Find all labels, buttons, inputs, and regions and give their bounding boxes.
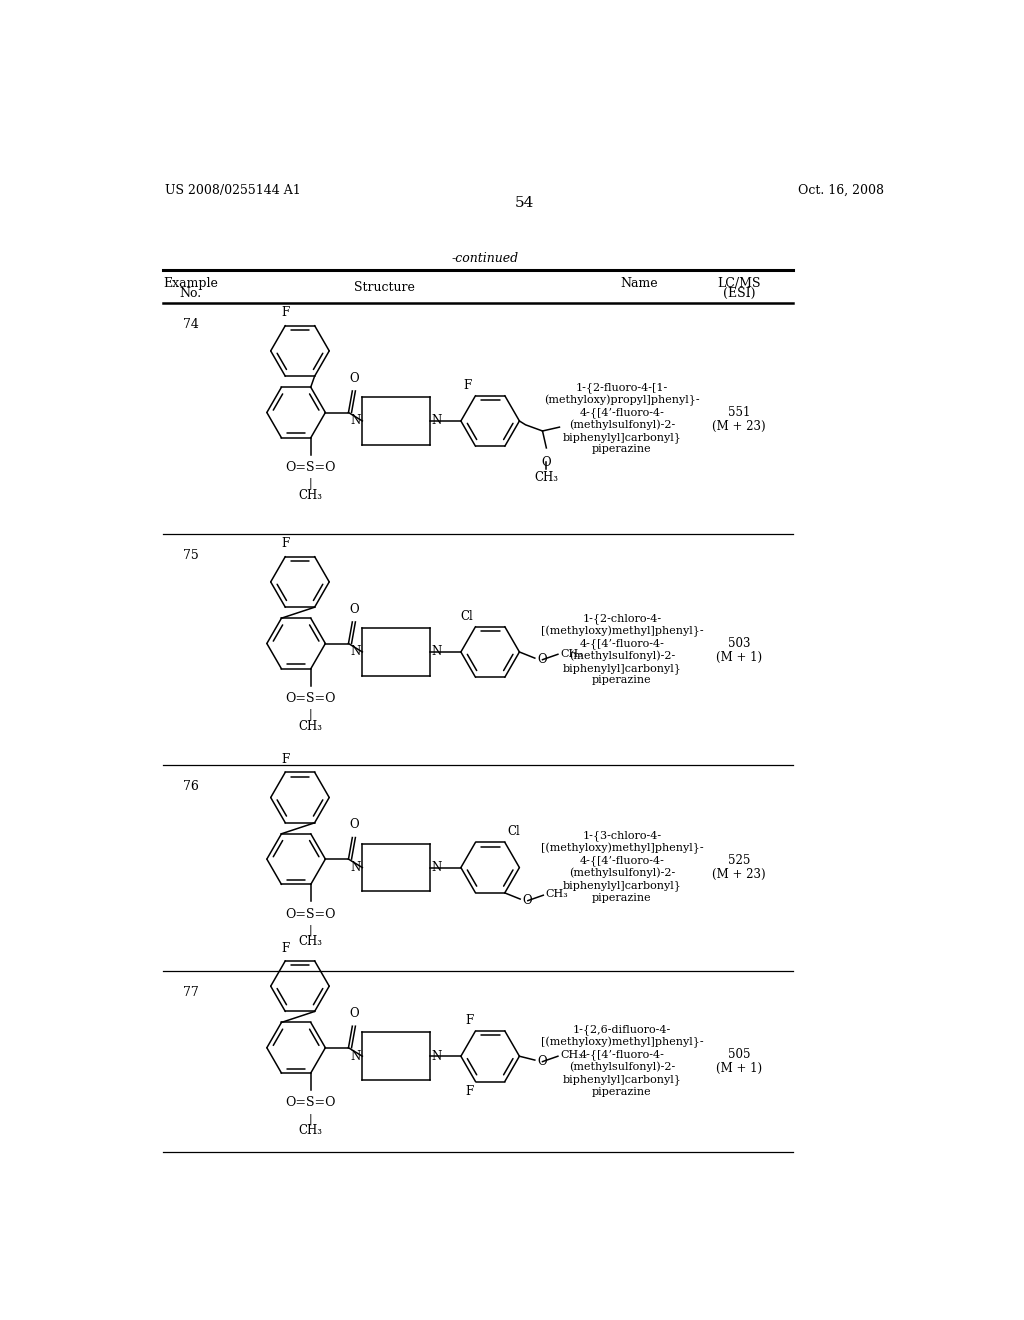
Text: 1-{2-chloro-4-: 1-{2-chloro-4- (583, 614, 662, 624)
Text: 75: 75 (182, 549, 199, 562)
Text: (methyloxy)propyl]phenyl}-: (methyloxy)propyl]phenyl}- (544, 395, 699, 405)
Text: Oct. 16, 2008: Oct. 16, 2008 (799, 185, 885, 197)
Text: [(methyloxy)methyl]phenyl}-: [(methyloxy)methyl]phenyl}- (541, 1036, 703, 1048)
Text: 503: 503 (728, 638, 751, 649)
Text: (M + 1): (M + 1) (716, 1063, 762, 1074)
Text: N: N (432, 645, 442, 659)
Text: Name: Name (620, 277, 657, 289)
Text: F: F (282, 537, 290, 550)
Text: |: | (309, 709, 312, 721)
Text: piperazine: piperazine (592, 892, 651, 903)
Text: 525: 525 (728, 854, 750, 867)
Text: O=S=O: O=S=O (286, 908, 336, 920)
Text: US 2008/0255144 A1: US 2008/0255144 A1 (165, 185, 301, 197)
Text: CH₃: CH₃ (299, 719, 323, 733)
Text: 54: 54 (515, 197, 535, 210)
Text: N: N (432, 1049, 442, 1063)
Text: N: N (350, 1049, 360, 1063)
Text: CH₃: CH₃ (299, 936, 323, 948)
Text: N: N (350, 645, 360, 659)
Text: F: F (465, 1014, 473, 1027)
Text: [(methyloxy)methyl]phenyl}-: [(methyloxy)methyl]phenyl}- (541, 842, 703, 854)
Text: Cl: Cl (507, 825, 520, 838)
Text: O=S=O: O=S=O (286, 461, 336, 474)
Text: |: | (309, 478, 312, 490)
Text: (M + 23): (M + 23) (712, 420, 766, 433)
Text: LC/MS: LC/MS (717, 277, 761, 289)
Text: Structure: Structure (354, 281, 415, 294)
Text: O: O (349, 1007, 358, 1020)
Text: (ESI): (ESI) (723, 286, 755, 300)
Text: F: F (465, 1085, 473, 1098)
Text: O: O (538, 653, 547, 667)
Text: piperazine: piperazine (592, 676, 651, 685)
Text: 1-{3-chloro-4-: 1-{3-chloro-4- (583, 830, 662, 841)
Text: (M + 1): (M + 1) (716, 651, 762, 664)
Text: biphenylyl]carbonyl}: biphenylyl]carbonyl} (562, 432, 681, 442)
Text: F: F (282, 752, 290, 766)
Text: piperazine: piperazine (592, 1086, 651, 1097)
Text: O=S=O: O=S=O (286, 1096, 336, 1109)
Text: |: | (309, 1113, 312, 1125)
Text: biphenylyl]carbonyl}: biphenylyl]carbonyl} (562, 880, 681, 891)
Text: (M + 23): (M + 23) (712, 869, 766, 880)
Text: -continued: -continued (452, 252, 518, 265)
Text: CH₃: CH₃ (299, 1123, 323, 1137)
Text: 74: 74 (182, 318, 199, 331)
Text: 1-{2,6-difluoro-4-: 1-{2,6-difluoro-4- (572, 1024, 671, 1035)
Text: F: F (282, 306, 290, 319)
Text: CH₃: CH₃ (535, 471, 558, 484)
Text: N: N (432, 861, 442, 874)
Text: |: | (309, 924, 312, 936)
Text: N: N (350, 861, 360, 874)
Text: 4-{[4’-fluoro-4-: 4-{[4’-fluoro-4- (580, 407, 665, 418)
Text: O: O (349, 603, 358, 615)
Text: (methylsulfonyl)-2-: (methylsulfonyl)-2- (568, 420, 675, 430)
Text: CH₃: CH₃ (560, 1051, 583, 1060)
Text: CH₃: CH₃ (560, 648, 583, 659)
Text: F: F (282, 941, 290, 954)
Text: O: O (349, 372, 358, 385)
Text: Example: Example (163, 277, 218, 289)
Text: N: N (350, 414, 360, 428)
Text: F: F (464, 379, 472, 392)
Text: 76: 76 (182, 780, 199, 793)
Text: 1-{2-fluoro-4-[1-: 1-{2-fluoro-4-[1- (575, 383, 668, 393)
Text: CH₃: CH₃ (546, 890, 568, 899)
Text: O: O (538, 1055, 547, 1068)
Text: biphenylyl]carbonyl}: biphenylyl]carbonyl} (562, 663, 681, 673)
Text: [(methyloxy)methyl]phenyl}-: [(methyloxy)methyl]phenyl}- (541, 626, 703, 636)
Text: 505: 505 (728, 1048, 751, 1061)
Text: (methylsulfonyl)-2-: (methylsulfonyl)-2- (568, 1061, 675, 1072)
Text: Cl: Cl (461, 610, 473, 623)
Text: O: O (349, 818, 358, 832)
Text: 4-{[4’-fluoro-4-: 4-{[4’-fluoro-4- (580, 638, 665, 649)
Text: O=S=O: O=S=O (286, 692, 336, 705)
Text: No.: No. (179, 286, 202, 300)
Text: 4-{[4’-fluoro-4-: 4-{[4’-fluoro-4- (580, 1049, 665, 1060)
Text: O: O (542, 455, 551, 469)
Text: CH₃: CH₃ (299, 488, 323, 502)
Text: O: O (522, 894, 532, 907)
Text: (methylsulfonyl)-2-: (methylsulfonyl)-2- (568, 651, 675, 661)
Text: piperazine: piperazine (592, 445, 651, 454)
Text: N: N (432, 414, 442, 428)
Text: (methylsulfonyl)-2-: (methylsulfonyl)-2- (568, 867, 675, 878)
Text: 77: 77 (182, 986, 199, 999)
Text: 551: 551 (728, 407, 750, 418)
Text: biphenylyl]carbonyl}: biphenylyl]carbonyl} (562, 1074, 681, 1085)
Text: 4-{[4’-fluoro-4-: 4-{[4’-fluoro-4- (580, 855, 665, 866)
